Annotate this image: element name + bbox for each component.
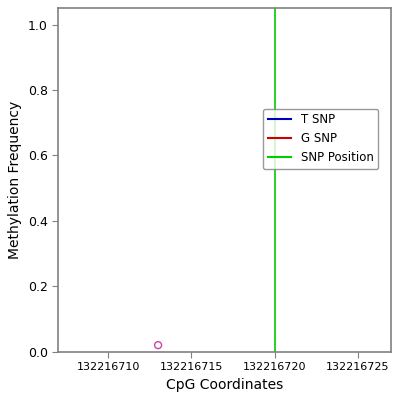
Legend: T SNP, G SNP, SNP Position: T SNP, G SNP, SNP Position (263, 109, 378, 169)
Y-axis label: Methylation Frequency: Methylation Frequency (8, 101, 22, 259)
Point (155, 342, 161, 348)
X-axis label: CpG Coordinates: CpG Coordinates (166, 378, 283, 392)
